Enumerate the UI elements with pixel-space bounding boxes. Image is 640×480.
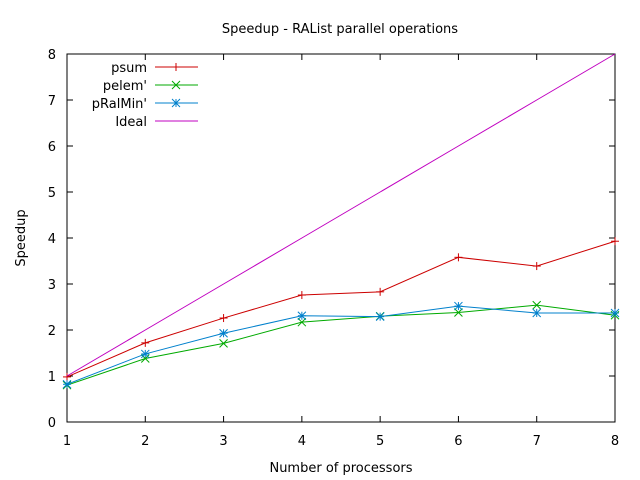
- data-point-pralmin: [219, 328, 228, 338]
- data-point-psum: [532, 262, 541, 271]
- y-tick-label: 5: [48, 186, 56, 201]
- legend-label-psum: psum: [111, 61, 147, 76]
- data-point-psum: [376, 287, 385, 296]
- x-tick-label: 5: [376, 434, 384, 449]
- data-point-pralmin: [454, 301, 463, 311]
- data-point-psum: [611, 237, 619, 246]
- x-tick-label: 6: [454, 434, 462, 449]
- x-tick-label: 4: [298, 434, 306, 449]
- y-tick-label: 1: [48, 370, 56, 385]
- y-axis-label: Speedup: [14, 209, 29, 266]
- data-point-pelem: [454, 308, 463, 317]
- x-tick-label: 8: [611, 434, 619, 449]
- data-point-pelem: [140, 354, 150, 363]
- y-tick-label: 0: [48, 416, 56, 431]
- y-tick-label: 7: [48, 94, 56, 109]
- data-point-pralmin: [62, 379, 72, 389]
- data-point-pralmin: [297, 311, 307, 321]
- legend-label-pelem: pelem': [103, 79, 147, 94]
- data-point-psum: [219, 314, 228, 323]
- y-tick-label: 2: [48, 324, 56, 339]
- y-tick-label: 4: [48, 232, 56, 247]
- y-tick-label: 6: [48, 140, 56, 155]
- x-tick-label: 1: [63, 434, 71, 449]
- y-tick-label: 3: [48, 278, 56, 293]
- data-point-psum: [297, 291, 306, 300]
- legend-marker-pralmin: [171, 98, 181, 108]
- y-tick-label: 8: [48, 48, 56, 63]
- chart-title: Speedup - RAList parallel operations: [222, 22, 458, 37]
- data-point-psum: [63, 372, 71, 381]
- legend-label-ideal: Ideal: [115, 115, 147, 130]
- x-axis-label: Number of processors: [269, 461, 412, 476]
- data-point-psum: [141, 338, 150, 347]
- x-tick-label: 3: [219, 434, 227, 449]
- series-line-pelem: [66, 304, 616, 386]
- legend-label-pralmin: pRalMin': [92, 97, 147, 112]
- x-tick-label: 2: [141, 434, 149, 449]
- plot-frame: [66, 53, 616, 423]
- data-point-pelem: [297, 317, 307, 327]
- data-point-psum: [454, 253, 463, 262]
- series-line-pralmin: [66, 305, 615, 385]
- legend-marker-psum: [172, 63, 180, 71]
- data-point-pralmin: [610, 308, 620, 318]
- series-line-psum: [66, 240, 616, 378]
- data-point-pralmin: [532, 308, 542, 318]
- data-point-pralmin: [375, 312, 385, 322]
- x-tick-label: 7: [533, 434, 541, 449]
- data-point-pralmin: [140, 349, 150, 359]
- data-point-pelem: [532, 300, 542, 310]
- legend: psum pelem' pRalMin' Ideal: [92, 61, 198, 130]
- data-point-pelem: [219, 338, 228, 348]
- legend-marker-pelem: [171, 80, 181, 90]
- series-line-ideal: [66, 53, 616, 377]
